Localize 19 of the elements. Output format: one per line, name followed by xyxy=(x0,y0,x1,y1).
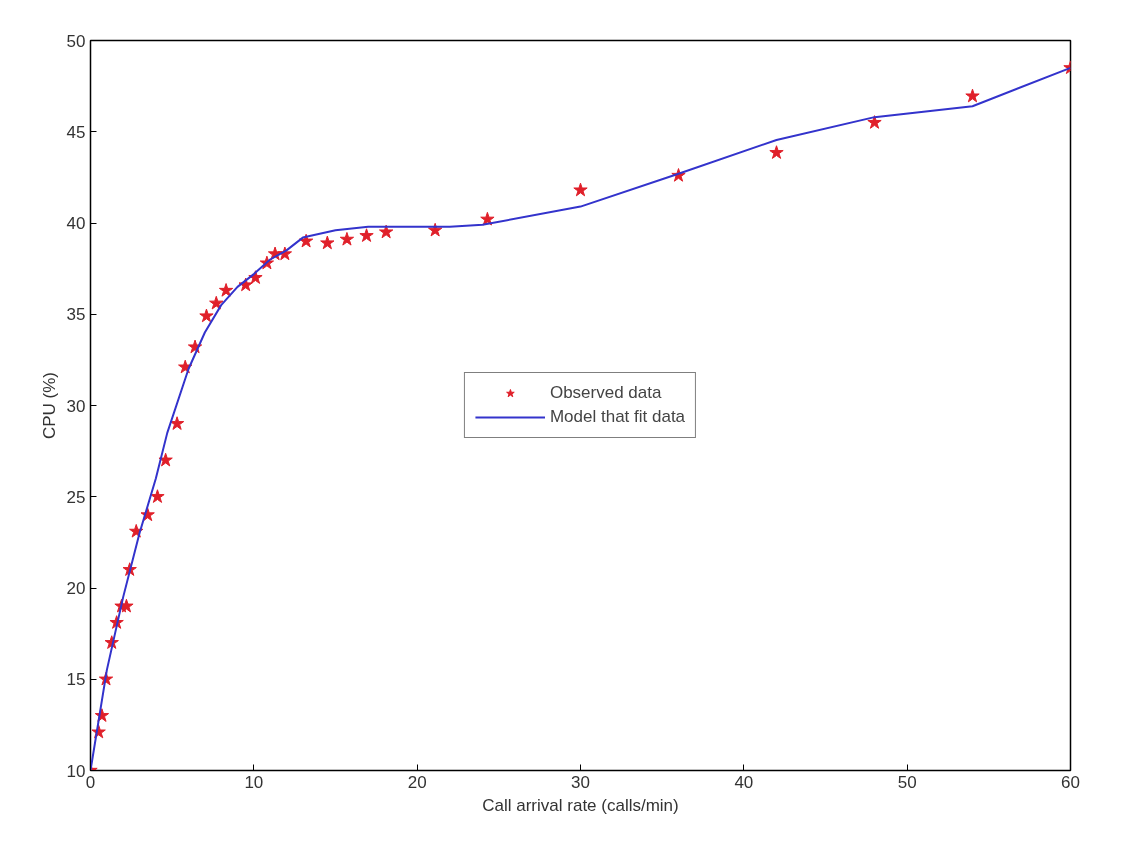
x-tick-label: 50 xyxy=(897,772,917,792)
y-tick-label: 35 xyxy=(66,305,86,325)
y-axis-title: CPU (%) xyxy=(39,371,59,440)
legend-label: Observed data xyxy=(549,383,662,403)
x-tick-label: 20 xyxy=(407,772,427,792)
y-tick-label: 15 xyxy=(66,670,86,690)
x-tick-label: 60 xyxy=(1061,772,1080,792)
x-axis-title: Call arrival rate (calls/min) xyxy=(482,795,679,815)
x-tick-label: 0 xyxy=(85,772,96,792)
y-tick-label: 40 xyxy=(66,214,86,233)
y-tick-label: 30 xyxy=(66,396,86,416)
x-tick-label: 40 xyxy=(734,772,754,792)
y-tick-label: 20 xyxy=(66,579,86,598)
y-tick-label: 50 xyxy=(66,31,86,51)
x-tick-label: 30 xyxy=(571,772,590,792)
y-tick-label: 25 xyxy=(66,487,86,507)
legend-label: Model that fit data xyxy=(549,407,686,427)
y-tick-label: 45 xyxy=(66,122,86,142)
x-tick-label: 10 xyxy=(244,772,264,792)
